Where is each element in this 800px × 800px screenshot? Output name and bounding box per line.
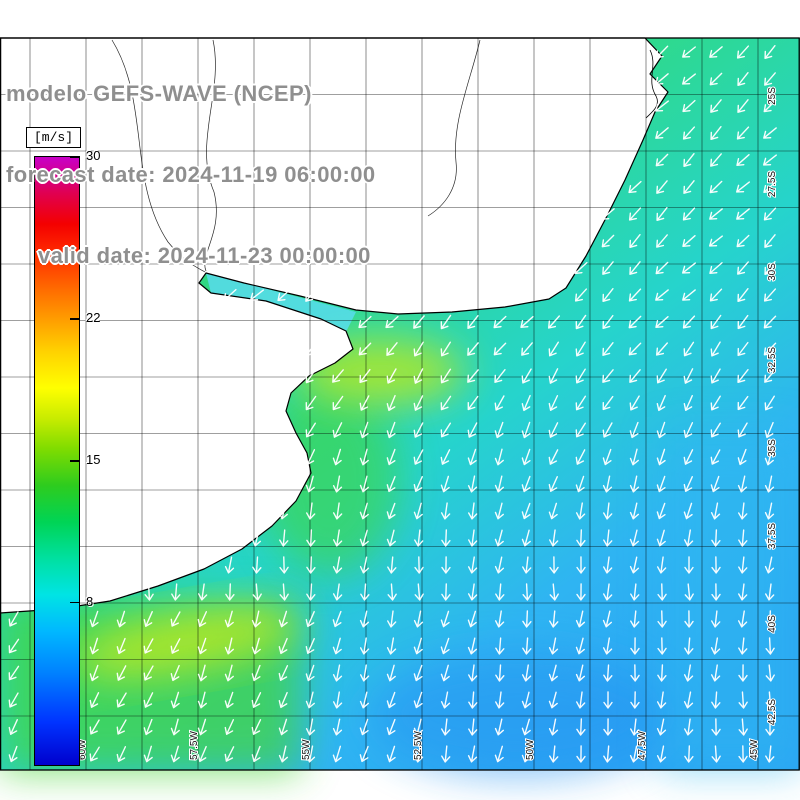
title-block: modelo GEFS-WAVE (NCEP) forecast date: 2… <box>6 26 375 323</box>
map-edge-labels: 60W 57.5W 55W 52.5W 50W 47.5W 45W25S27.5S30S32… <box>76 86 779 761</box>
valid-date-label: valid date: 2024-11-23 00:00:00 <box>38 243 371 268</box>
coastline-layer <box>0 37 669 614</box>
model-name-title: modelo GEFS-WAVE (NCEP) <box>6 81 312 106</box>
colorbar-tick-value: 22 <box>86 310 101 326</box>
latitude-label: 40S <box>767 615 778 633</box>
latitude-label: 30S <box>767 263 778 281</box>
colorbar-tick-mark <box>70 460 80 462</box>
colorbar-tick-value: 15 <box>86 452 101 467</box>
colorbar-tick-value: 8 <box>86 593 94 609</box>
colorbar-tick-mark <box>70 601 80 604</box>
longitude-label: 52.5W <box>413 731 424 760</box>
latitude-label: 37.5S <box>767 523 778 549</box>
colorbar-tick-mark <box>70 318 80 320</box>
latitude-label: 35S <box>767 439 778 457</box>
longitude-label: 45W <box>749 739 760 760</box>
forecast-date-label: forecast date: 2024-11-19 06:00:00 <box>6 162 376 187</box>
longitude-label: 55W <box>301 739 312 760</box>
latitude-label: 42.5S <box>767 699 778 725</box>
colorbar-tick-mark <box>70 156 80 158</box>
map-frame <box>0 37 800 771</box>
longitude-label: 50W <box>525 739 536 760</box>
latitude-label: 25S <box>767 87 778 105</box>
latitude-label: 27.5S <box>767 171 778 197</box>
lat-lon-gridlines <box>0 38 799 770</box>
colorbar-tick-value: 30 <box>86 148 101 163</box>
longitude-label: 47.5W <box>637 731 648 760</box>
latitude-label: 32.5S <box>767 347 778 373</box>
longitude-label: 57.5W <box>189 731 200 760</box>
colorbar-unit-label: [m/s] <box>26 127 82 148</box>
